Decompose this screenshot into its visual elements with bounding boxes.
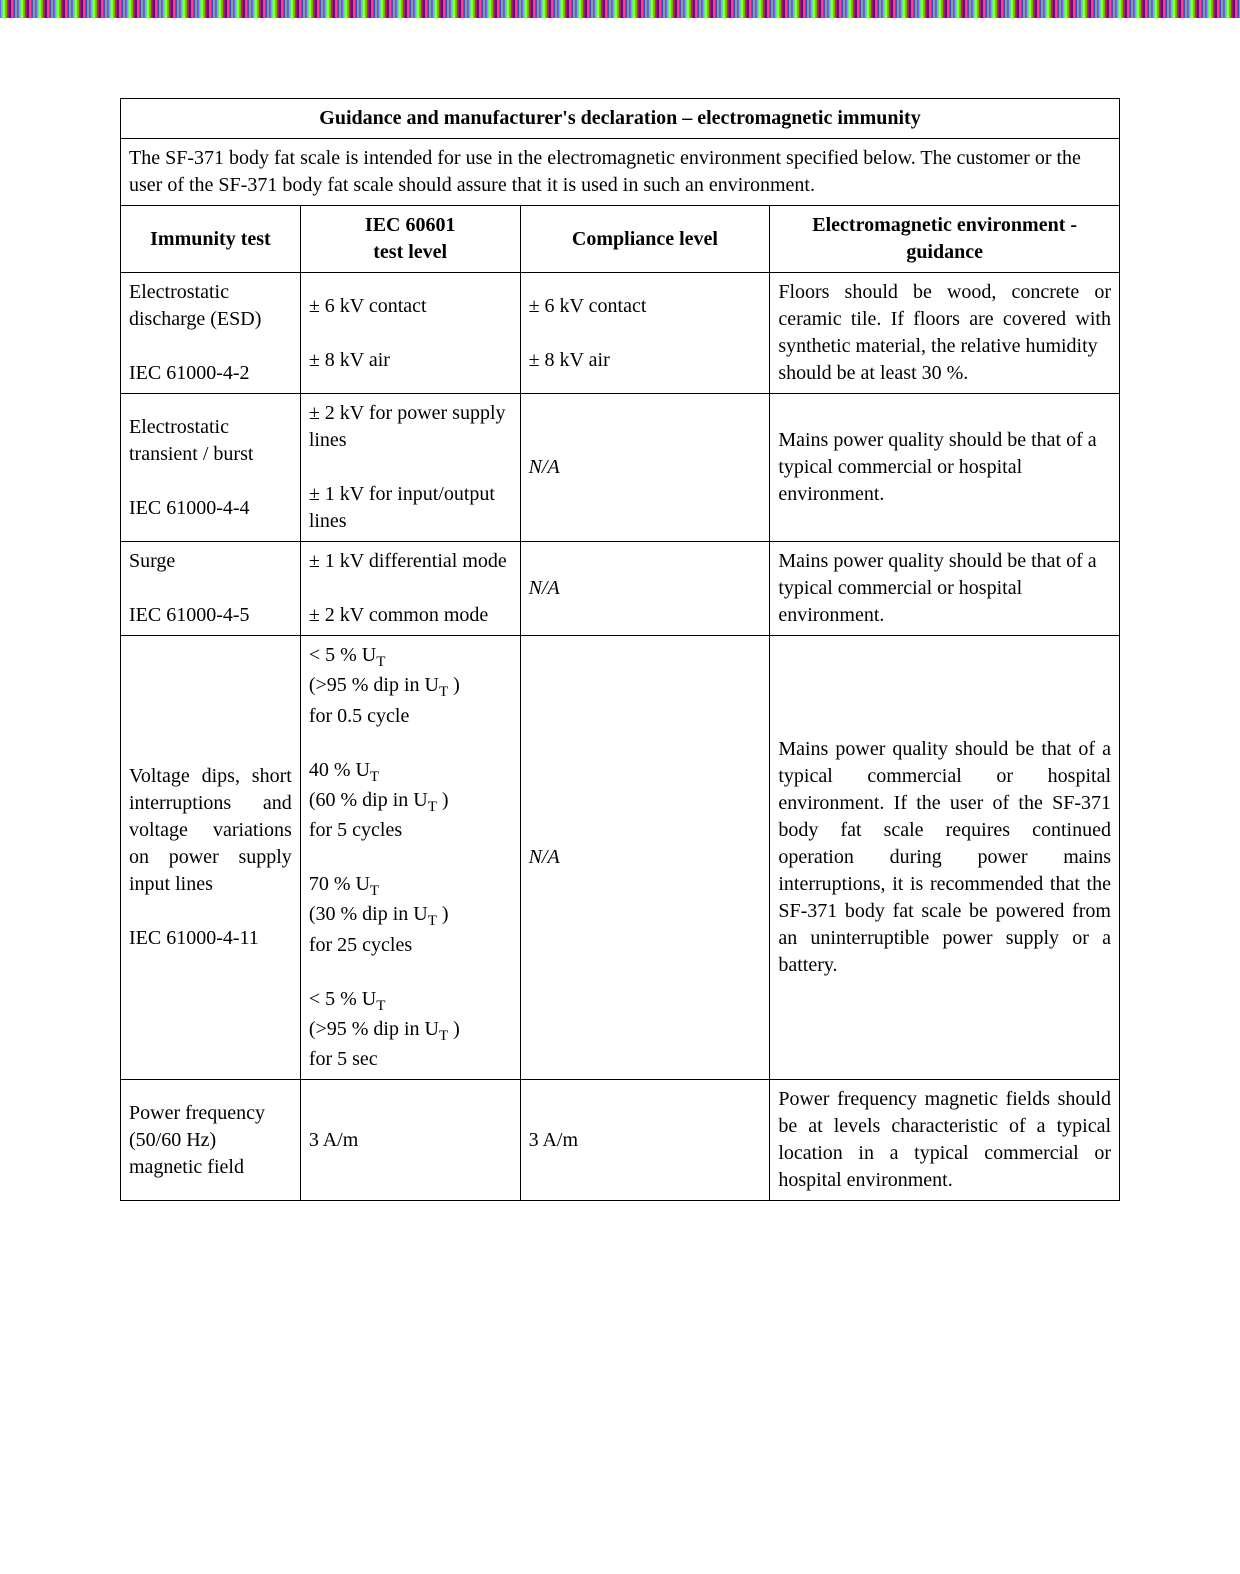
text: for 5 cycles (309, 819, 402, 841)
text: Surge (129, 550, 175, 572)
text: 40 % U (309, 759, 370, 781)
cell-level: ± 2 kV for power supply lines ± 1 kV for… (300, 394, 520, 542)
text: IEC 61000-4-5 (129, 604, 250, 626)
cell-env: Power frequency magnetic fields should b… (770, 1080, 1120, 1201)
cell-test: Surge IEC 61000-4-5 (121, 542, 301, 636)
text: Mains power quality should be that of a (778, 429, 1096, 451)
text: ) (448, 1018, 460, 1040)
cell-level: ± 1 kV differential mode ± 2 kV common m… (300, 542, 520, 636)
text: ± 2 kV common mode (309, 604, 488, 626)
cell-level: 3 A/m (300, 1080, 520, 1201)
text: (>95 % dip in U (309, 674, 439, 696)
table-title: Guidance and manufacturer's declaration … (121, 99, 1120, 139)
text: Voltage dips, short interruptions and vo… (129, 765, 292, 895)
text: 70 % U (309, 873, 370, 895)
cell-test: Electrostatic transient / burst IEC 6100… (121, 394, 301, 542)
text: ± 2 kV for power supply lines (309, 402, 506, 451)
text: ± 8 kV air (309, 349, 390, 371)
sub: T (439, 1028, 448, 1044)
title-row: Guidance and manufacturer's declaration … (121, 99, 1120, 139)
header-iec-line2: test level (373, 241, 447, 263)
text: ) (448, 674, 460, 696)
sub: T (428, 799, 437, 815)
sub: T (428, 913, 437, 929)
text: IEC 61000-4-11 (129, 927, 259, 949)
text: for 25 cycles (309, 934, 412, 956)
cell-compliance: ± 6 kV contact ± 8 kV air (520, 273, 770, 394)
text: ) (437, 789, 449, 811)
text: ± 6 kV contact (309, 295, 427, 317)
table-row: Electrostatic transient / burst IEC 6100… (121, 394, 1120, 542)
text: ± 6 kV contact (529, 295, 647, 317)
table-intro: The SF-371 body fat scale is intended fo… (121, 139, 1120, 206)
text: Electrostatic transient / burst (129, 416, 253, 465)
cell-env: Floors should be wood, concrete or ceram… (770, 273, 1120, 394)
text: Electrostatic discharge (ESD) (129, 281, 261, 330)
cell-env: Mains power quality should be that of a … (770, 636, 1120, 1080)
sub: T (439, 684, 448, 700)
sub: T (376, 654, 385, 670)
col-header-compliance: Compliance level (520, 206, 770, 273)
header-row: Immunity test IEC 60601 test level Compl… (121, 206, 1120, 273)
text: for 0.5 cycle (309, 705, 410, 727)
sub: T (370, 769, 379, 785)
cell-compliance: N/A (520, 394, 770, 542)
sub: T (376, 998, 385, 1014)
cell-compliance: 3 A/m (520, 1080, 770, 1201)
document-page: Guidance and manufacturer's declaration … (0, 18, 1240, 1241)
intro-row: The SF-371 body fat scale is intended fo… (121, 139, 1120, 206)
header-env-line2: guidance (906, 241, 983, 263)
text: ± 1 kV for input/output lines (309, 483, 495, 532)
sub: T (370, 883, 379, 899)
cell-compliance: N/A (520, 636, 770, 1080)
text: Voltage dips, short interruptions and vo… (129, 763, 292, 898)
text: (>95 % dip in U (309, 1018, 439, 1040)
text: Floors should be wood, concrete or ceram… (778, 281, 1111, 357)
text: ± 8 kV air (529, 349, 610, 371)
cell-compliance: N/A (520, 542, 770, 636)
text: < 5 % U (309, 988, 376, 1010)
text: ) (437, 903, 449, 925)
text: IEC 61000-4-4 (129, 497, 250, 519)
table-row: Power frequency (50/60 Hz) magnetic fiel… (121, 1080, 1120, 1201)
env-text: Floors should be wood, concrete or ceram… (778, 279, 1111, 360)
text: typical commercial or hospital environme… (778, 577, 1022, 626)
cell-env: Mains power quality should be that of a … (770, 542, 1120, 636)
text: ± 1 kV differential mode (309, 550, 507, 572)
text: Mains power quality should be that of a (778, 550, 1096, 572)
col-header-env: Electromagnetic environment - guidance (770, 206, 1120, 273)
col-header-iec: IEC 60601 test level (300, 206, 520, 273)
cell-env: Mains power quality should be that of a … (770, 394, 1120, 542)
header-env-line1: Electromagnetic environment - (812, 214, 1077, 236)
cell-test: Power frequency (50/60 Hz) magnetic fiel… (121, 1080, 301, 1201)
table-row: Surge IEC 61000-4-5 ± 1 kV differential … (121, 542, 1120, 636)
text: < 5 % U (309, 644, 376, 666)
text: should be at least 30 %. (778, 362, 968, 384)
table-row: Voltage dips, short interruptions and vo… (121, 636, 1120, 1080)
cell-level: < 5 % UT (>95 % dip in UT ) for 0.5 cycl… (300, 636, 520, 1080)
immunity-table: Guidance and manufacturer's declaration … (120, 98, 1120, 1201)
text: (30 % dip in U (309, 903, 428, 925)
text: typical commercial or hospital environme… (778, 456, 1022, 505)
table-row: Electrostatic discharge (ESD) IEC 61000-… (121, 273, 1120, 394)
cell-test: Electrostatic discharge (ESD) IEC 61000-… (121, 273, 301, 394)
text: (60 % dip in U (309, 789, 428, 811)
text: IEC 61000-4-2 (129, 362, 250, 384)
cell-test: Voltage dips, short interruptions and vo… (121, 636, 301, 1080)
cell-level: ± 6 kV contact ± 8 kV air (300, 273, 520, 394)
text: for 5 sec (309, 1048, 378, 1070)
header-iec-line1: IEC 60601 (365, 214, 456, 236)
decorative-noise-bar (0, 0, 1240, 18)
col-header-immunity: Immunity test (121, 206, 301, 273)
